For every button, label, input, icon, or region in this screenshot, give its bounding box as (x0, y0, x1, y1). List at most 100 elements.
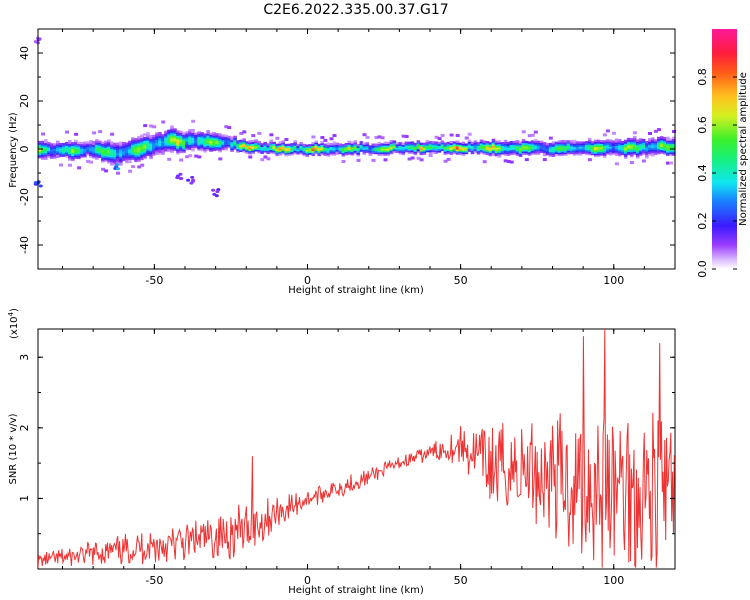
spectrogram-cell (125, 152, 129, 155)
spectrogram-cell (245, 141, 249, 144)
spectrogram-cell (188, 144, 192, 147)
spectrogram-cell (206, 136, 210, 140)
spectrogram-cell (500, 145, 505, 148)
spectrogram-cell (293, 143, 297, 146)
spectrogram-cell (89, 153, 93, 156)
spectrogram-cell (629, 146, 634, 149)
spectrogram-cell (137, 151, 141, 154)
spectrogram-cell (572, 153, 577, 156)
spectrogram-cell (320, 136, 325, 139)
spectrogram-cell (53, 146, 57, 149)
spectrogram-cell (326, 152, 331, 155)
spectrogram-cell (335, 142, 340, 145)
spectrogram-cell (654, 144, 658, 147)
spectrogram-cell (530, 143, 535, 147)
spectrogram-cell (645, 146, 649, 149)
spectrogram-cell (110, 155, 114, 158)
spectrogram-cell (128, 142, 132, 145)
spectrogram-cell (104, 157, 108, 160)
spectrogram-cell (344, 148, 349, 151)
spectrogram-cell (170, 145, 174, 148)
spectrogram-cell (560, 139, 565, 143)
spectrogram-cell (152, 138, 156, 141)
spectrogram-cell (221, 147, 225, 151)
spectrogram-cell (179, 158, 184, 162)
spectrogram-cell (56, 155, 60, 158)
spectrogram-cell (242, 146, 246, 150)
spectrogram-cell (164, 134, 168, 137)
spectrogram-cell (344, 146, 349, 149)
spectrogram-cell (236, 146, 240, 150)
spectrogram-cell (374, 150, 379, 153)
colorbar-tick-label: 0.8 (696, 68, 709, 86)
spectrogram-cell (491, 148, 496, 152)
spectrogram-cell (404, 143, 409, 146)
spectrogram-cell (113, 151, 117, 154)
spectrogram-cell (566, 150, 571, 153)
spectrogram-cell (524, 146, 529, 149)
spectrogram-cell (251, 144, 255, 148)
spectrogram-cell (389, 143, 394, 146)
spectrogram-cell (620, 151, 625, 154)
spectrogram-cell (104, 149, 108, 152)
spectrogram-cell (248, 148, 252, 151)
spectrogram-cell (206, 143, 210, 146)
spectrogram-cell (509, 141, 514, 144)
spectrogram-cell (386, 145, 391, 148)
spectrogram-cell (86, 159, 91, 163)
spectrogram-cell (578, 148, 583, 151)
spectrogram-cell (506, 151, 511, 155)
spectrogram-cell (347, 149, 352, 152)
spectrogram-cell (347, 147, 352, 150)
spectrogram-cell (497, 140, 502, 143)
spectrogram-cell (203, 145, 207, 148)
spectrogram-cell (143, 146, 147, 150)
spectrogram-cell (533, 143, 538, 147)
spectrogram-cell (200, 147, 204, 150)
spectrogram-cell (617, 152, 622, 155)
spectrogram-cell (44, 151, 48, 154)
spectrogram-cell (515, 148, 520, 151)
spectrogram-cell (230, 149, 234, 152)
spectrogram-cell (461, 145, 466, 148)
spectrogram-cell (200, 132, 204, 135)
spectrogram-cell (660, 137, 664, 141)
spectrogram-cell (230, 136, 234, 139)
spectrogram-cell (44, 144, 48, 147)
spectrogram-cell (290, 153, 294, 156)
spectrogram-cell (74, 143, 78, 146)
spectrogram-cell (134, 159, 138, 163)
spectrogram-cell (401, 142, 406, 146)
spectrogram-cell (503, 151, 508, 154)
spectrogram-cell (440, 145, 445, 148)
spectrogram-cell (83, 141, 87, 144)
spectrogram-cell (632, 136, 637, 139)
spectrogram-cell (431, 151, 436, 154)
spectrogram-cell (446, 143, 451, 146)
spectrogram-cell (596, 141, 601, 144)
spectrogram-cell (161, 152, 165, 155)
spectrogram-cell (131, 147, 135, 150)
spectrogram-cell (467, 149, 472, 152)
spectrogram-cell (110, 160, 114, 163)
spectrogram-cell (77, 145, 81, 148)
spectrogram-cell (296, 143, 300, 147)
spectrogram-cell (419, 158, 424, 162)
spectrogram-cell (614, 153, 619, 156)
spectrogram-cell (134, 138, 138, 141)
spectrogram-cell (362, 152, 367, 155)
spectrogram-cell (401, 134, 406, 138)
spectrogram-cell (458, 146, 463, 149)
spectrogram-cell (389, 151, 394, 155)
spectrogram-cell (278, 146, 282, 149)
spectrogram-cell (182, 135, 186, 138)
spectrogram-cell (479, 141, 484, 144)
spectrogram-cell (182, 145, 186, 149)
spectrogram-cell (74, 144, 78, 147)
spectrogram-cell (125, 159, 129, 162)
spectrogram-cell (170, 127, 174, 130)
spectrogram-cell (617, 147, 622, 150)
spectrogram-cell (98, 142, 102, 145)
spectrogram-cell (167, 143, 171, 146)
spectrogram-cell (416, 156, 421, 160)
